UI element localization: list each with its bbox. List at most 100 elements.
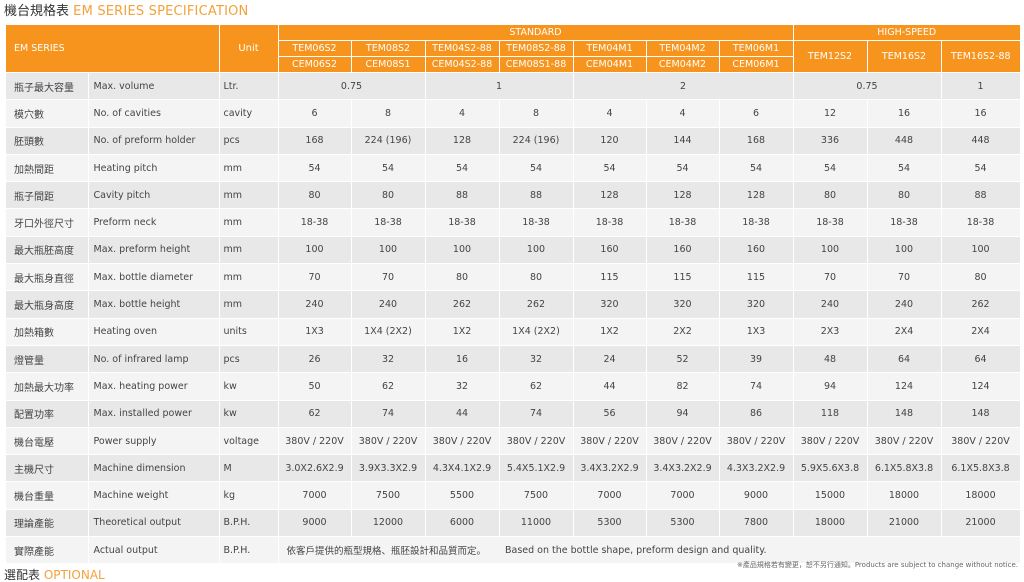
spec-value: 240 [793,290,868,319]
spec-label-zh: 機台重量 [6,481,89,510]
spec-value: 5.4X5.1X2.9 [499,454,574,483]
spec-value: 100 [278,236,352,265]
spec-value: 94 [793,372,868,401]
spec-value: 4.3X4.1X2.9 [425,454,500,483]
spec-value: 80 [941,263,1021,292]
spec-value: 4.3X3.2X2.9 [719,454,794,483]
spec-value: 74 [719,372,794,401]
spec-value: 54 [351,154,426,183]
spec-value: 5300 [646,509,720,538]
spec-value: 70 [793,263,868,292]
spec-value: 100 [793,236,868,265]
model-name-bottom: CEM06M1 [718,56,793,73]
spec-value: 6.1X5.8X3.8 [941,454,1021,483]
spec-value: 4 [646,99,720,128]
spec-value: 2X4 [941,318,1021,346]
spec-value: 18-38 [867,208,942,237]
spec-label-en: Max. volume [88,72,220,101]
model-name-bottom: CEM06S2 [277,56,351,73]
spec-value: 54 [646,154,720,183]
spec-value: 80 [351,181,426,210]
spec-value: 380V / 220V [941,427,1021,456]
spec-label-zh: 瓶子間距 [6,181,89,210]
spec-value: 4 [573,99,647,128]
model-name-top: TEM06M1 [718,40,793,57]
spec-value: 18-38 [573,208,647,237]
spec-value-merged: 1 [941,72,1021,101]
spec-value: 5500 [425,481,500,510]
table-row: 最大瓶身直徑 Max. bottle diameter mm 70 70 80 80 115 1… [6,263,1021,292]
spec-value: 32 [499,345,574,374]
table-row: 燈管量 No. of infrared lamp pcs 26 32 16 32 24 52 39… [6,345,1021,374]
title-zh: 機台規格表 [4,4,70,19]
spec-value: 320 [646,290,720,319]
table-row: 胚頭數 No. of preform holder pcs 168 224 (196) 1… [6,127,1021,155]
spec-unit: cavity [219,99,279,128]
spec-value: 4 [425,99,500,128]
spec-unit: mm [219,154,279,183]
spec-label-en: Max. bottle diameter [88,263,220,292]
spec-value: 16 [425,345,500,374]
spec-value: 18-38 [941,208,1021,237]
spec-value: 160 [573,236,647,265]
model-name-top: TEM06S2 [277,40,351,57]
spec-value: 80 [425,263,500,292]
spec-value: 6.1X5.8X3.8 [867,454,942,483]
spec-value: 62 [351,372,426,401]
spec-value: 100 [425,236,500,265]
table-row: 最大瓶胚高度 Max. preform height mm 100 100 100 100 1… [6,236,1021,265]
spec-value: 12000 [351,509,426,538]
spec-label-en: Heating oven [88,318,220,346]
spec-value: 100 [941,236,1021,265]
spec-value-merged: 0.75 [278,72,426,101]
spec-unit: pcs [219,127,279,155]
spec-value: 94 [646,400,720,428]
spec-label-en: Power supply [88,427,220,456]
spec-value: 380V / 220V [499,427,574,456]
spec-value: 54 [867,154,942,183]
table-row: 加熱間距 Heating pitch mm 54 54 54 54 54 54 54 54 54 54 [6,154,1021,183]
spec-value: 21000 [941,509,1021,538]
spec-value: 18-38 [719,208,794,237]
spec-value: 380V / 220V [646,427,720,456]
spec-value: 100 [499,236,574,265]
next-heading-zh: 選配表 [4,568,41,582]
spec-value-merged: 1 [425,72,574,101]
model-name-bottom: CEM04S2-88 [424,56,499,73]
highspeed-group-header: HIGH-SPEED [792,25,1021,41]
spec-label-zh: 實際產能 [6,536,89,565]
spec-unit: kw [219,372,279,401]
spec-unit: mm [219,208,279,237]
table-row: 最大瓶身高度 Max. bottle height mm 240 240 262 262 32… [6,290,1021,319]
model-name-top: TEM08S2-88 [498,40,573,57]
next-heading-en: OPTIONAL [43,568,105,582]
spec-value: 3.4X3.2X2.9 [646,454,720,483]
spec-value: 88 [425,181,500,210]
spec-value: 1X3 [719,318,794,346]
spec-label-zh: 牙口外徑尺寸 [6,208,89,237]
spec-unit: Ltr. [219,72,279,101]
spec-value: 3.9X3.3X2.9 [351,454,426,483]
spec-label-zh: 最大瓶胚高度 [6,236,89,265]
spec-value: 3.4X3.2X2.9 [573,454,647,483]
spec-label-zh: 模穴數 [6,99,89,128]
spec-value: 18-38 [793,208,868,237]
spec-value: 64 [941,345,1021,374]
spec-label-en: Theoretical output [88,509,220,538]
spec-unit: units [219,318,279,346]
model-name-bottom: CEM08S1 [350,56,425,73]
spec-value: 44 [425,400,500,428]
spec-label-en: Max. bottle height [88,290,220,319]
spec-value: 44 [573,372,647,401]
spec-value: 54 [573,154,647,183]
spec-value: 54 [719,154,794,183]
spec-value: 5300 [573,509,647,538]
spec-label-en: Preform neck [88,208,220,237]
spec-value: 54 [278,154,352,183]
model-name-top: TEM04M2 [645,40,719,57]
spec-table: EM SERIES Unit STANDARD HIGH-SPEED TEM06… [6,25,1021,565]
spec-value: 54 [425,154,500,183]
spec-label-zh: 機台電壓 [6,427,89,456]
spec-value: 448 [941,127,1021,155]
spec-label-zh: 加熱間距 [6,154,89,183]
